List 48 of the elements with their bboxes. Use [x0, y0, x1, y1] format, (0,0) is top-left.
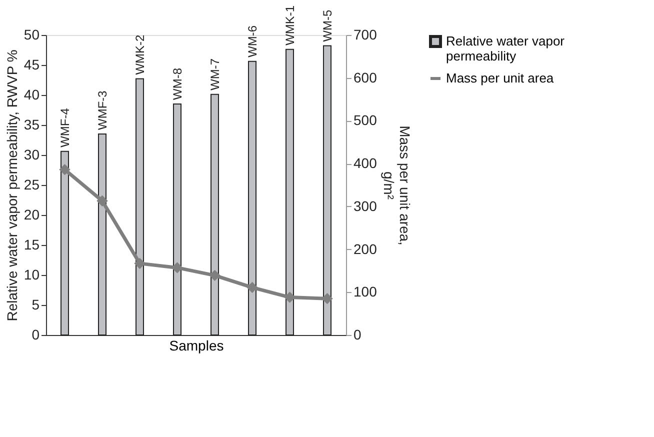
bar	[98, 134, 106, 336]
y2-tick-label: 500	[354, 112, 378, 128]
y2-tick-label: 400	[354, 155, 378, 172]
x-tick-label: WM-8	[170, 68, 184, 100]
y-tick-label: 15	[24, 236, 40, 252]
point	[284, 292, 295, 302]
y-tick-label: 30	[24, 146, 40, 162]
y2-tick-label: 600	[354, 69, 378, 86]
bar	[136, 78, 144, 336]
point	[134, 258, 145, 269]
point	[210, 270, 220, 281]
x-tick-label: WMK-1	[282, 5, 297, 46]
x-tick-label: WM-7	[208, 58, 222, 90]
y2-tick-label: 200	[354, 240, 378, 257]
bar	[286, 48, 294, 336]
point	[60, 164, 70, 175]
y2-tick-label: 100	[354, 284, 378, 300]
y-tick-label: 50	[24, 26, 40, 42]
y-tick-label: 5	[32, 296, 40, 312]
point	[322, 293, 332, 304]
y-tick-label: 40	[24, 86, 40, 102]
y2-tick-label: 0	[354, 326, 362, 342]
y-tick-label: 0	[32, 326, 40, 342]
y-tick-label: 35	[24, 116, 40, 132]
x-tick-label: WMK-2	[132, 34, 147, 75]
legend-label: Mass per unit area	[446, 70, 554, 86]
point	[172, 262, 182, 273]
bar	[173, 104, 182, 336]
legend-label: Relative water vapor permeability	[446, 34, 566, 64]
y-tick-label: 45	[24, 56, 40, 72]
y-tick-label: 20	[24, 206, 40, 222]
x-tick-label: WM-5	[320, 9, 334, 42]
y-tick-label: 10	[24, 266, 40, 282]
x-tick-label: WM-6	[245, 25, 260, 58]
x-tick-label: WMF-4	[58, 108, 72, 148]
y-tick-label: 25	[24, 176, 40, 192]
bar	[60, 150, 69, 336]
y2-tick-label: 300	[354, 198, 378, 214]
bar	[210, 94, 219, 336]
bar	[323, 45, 332, 336]
y2-axis-title: Mass per unit area, g/m²	[380, 126, 413, 246]
y2-tick-label: 700	[354, 26, 378, 42]
point	[247, 282, 258, 293]
bar	[248, 60, 256, 336]
y-axis-title: Relative water vapor permeability, RWVP %	[4, 50, 20, 322]
x-tick-label: WMF-3	[95, 90, 110, 130]
point	[97, 196, 108, 206]
x-axis-title: Samples	[169, 338, 224, 354]
